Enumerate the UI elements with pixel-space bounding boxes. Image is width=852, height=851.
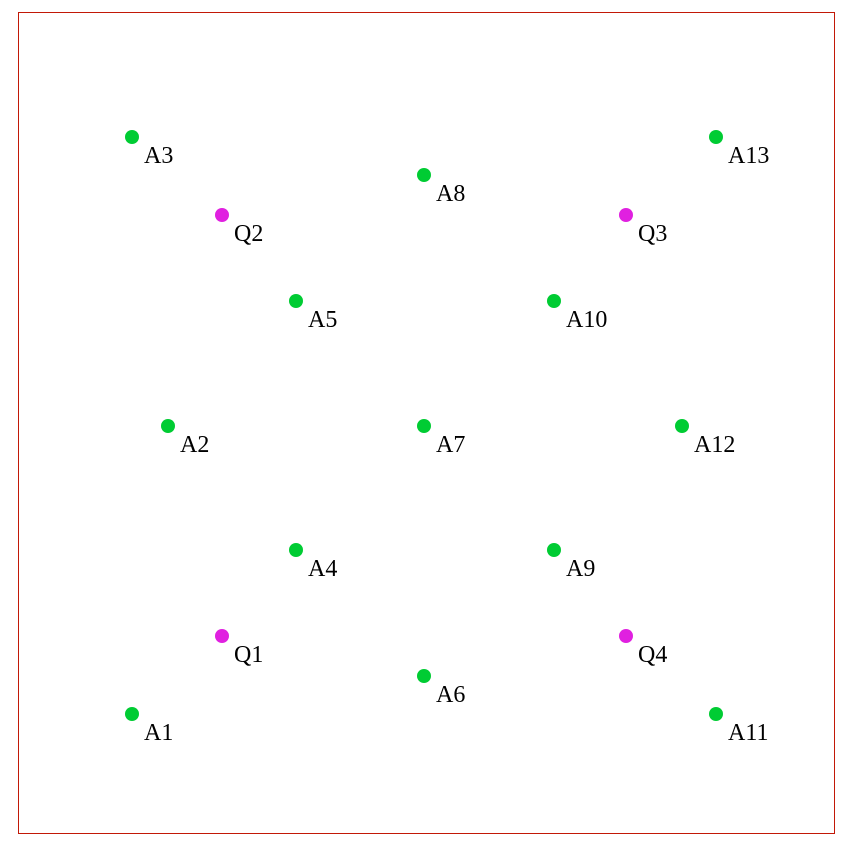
diagram-canvas: A3 A8 A13 Q2 Q3 A5 A10 A2 A7 A12 A4 A9 Q1 Q4 A6 A1 A11: [0, 0, 852, 851]
node-label-a7: A7: [436, 432, 465, 459]
node-dot-a5: [289, 294, 303, 308]
node-dot-q3: [619, 208, 633, 222]
node-label-q4: Q4: [638, 642, 667, 669]
node-label-a5: A5: [308, 307, 337, 334]
node-label-a2: A2: [180, 432, 209, 459]
node-label-a12: A12: [694, 432, 735, 459]
node-label-a9: A9: [566, 556, 595, 583]
node-label-q1: Q1: [234, 642, 263, 669]
node-label-a3: A3: [144, 143, 173, 170]
node-dot-q4: [619, 629, 633, 643]
node-dot-a7: [417, 419, 431, 433]
node-label-a4: A4: [308, 556, 337, 583]
node-dot-q1: [215, 629, 229, 643]
node-label-q3: Q3: [638, 221, 667, 248]
node-dot-a13: [709, 130, 723, 144]
node-label-a1: A1: [144, 720, 173, 747]
node-label-a13: A13: [728, 143, 769, 170]
node-label-q2: Q2: [234, 221, 263, 248]
node-label-a8: A8: [436, 181, 465, 208]
node-dot-a12: [675, 419, 689, 433]
node-dot-a10: [547, 294, 561, 308]
node-dot-a4: [289, 543, 303, 557]
node-dot-a9: [547, 543, 561, 557]
node-label-a10: A10: [566, 307, 607, 334]
node-dot-a6: [417, 669, 431, 683]
node-label-a6: A6: [436, 682, 465, 709]
node-dot-q2: [215, 208, 229, 222]
node-label-a11: A11: [728, 720, 768, 747]
node-dot-a8: [417, 168, 431, 182]
node-dot-a1: [125, 707, 139, 721]
node-dot-a11: [709, 707, 723, 721]
node-dot-a3: [125, 130, 139, 144]
node-dot-a2: [161, 419, 175, 433]
